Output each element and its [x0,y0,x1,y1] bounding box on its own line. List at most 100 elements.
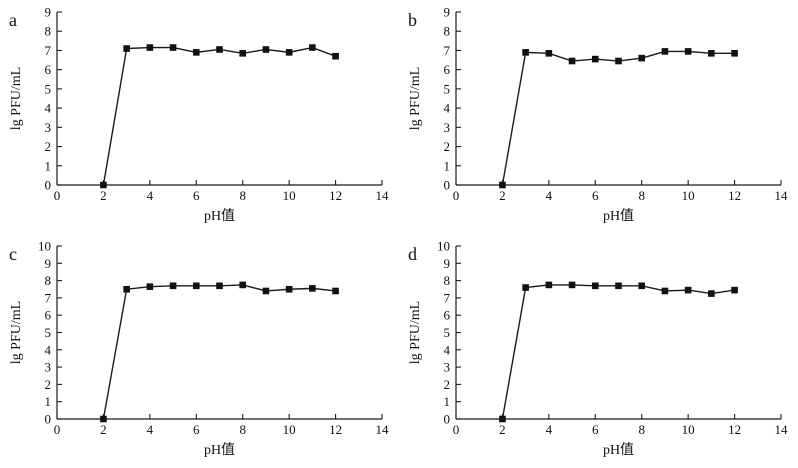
y-tick-label: 7 [444,43,451,58]
data-point [285,285,293,293]
y-tick-label: 7 [45,43,52,58]
y-tick-label: 0 [444,178,451,193]
data-point [100,415,107,423]
y-axis-label: lg PFU/mL [9,67,24,130]
x-tick-label: 0 [453,188,460,203]
panel-label: d [408,244,417,264]
x-tick-label: 6 [592,188,599,203]
data-point [262,46,270,53]
y-tick-label: 4 [45,342,52,357]
x-tick-label: 4 [147,422,154,437]
data-point [332,287,339,295]
x-tick-label: 8 [239,188,246,203]
y-tick-label: 9 [45,5,52,20]
x-axis-label: pH值 [204,442,235,458]
data-point [192,49,200,56]
plot-line [102,46,336,186]
y-tick-label: 2 [444,139,451,154]
y-tick-label: 8 [45,273,52,288]
y-tick-label: 7 [45,290,52,305]
data-point [216,46,223,53]
x-axis-label: pH值 [603,208,634,224]
y-tick-label: 5 [45,81,52,96]
x-tick-label: 14 [775,422,789,437]
data-point [568,281,576,289]
x-tick-label: 4 [147,188,154,203]
panel-label: c [9,244,17,264]
y-tick-label: 2 [45,139,52,154]
y-axis-label: lg PFU/mL [408,67,423,130]
data-point [522,284,529,291]
data-point [499,181,506,189]
data-point [216,282,223,290]
y-tick-label: 9 [45,256,52,271]
y-tick-label: 2 [45,377,52,392]
x-tick-label: 12 [329,188,342,203]
data-point [615,282,622,290]
y-tick-label: 2 [444,377,451,392]
data-point [499,415,506,423]
x-tick-label: 2 [499,422,506,437]
data-point [545,281,553,289]
data-point [123,285,130,293]
x-tick-label: 12 [728,422,741,437]
y-tick-label: 0 [444,412,451,427]
y-tick-label: 4 [45,101,52,116]
data-point [169,282,177,290]
data-point [731,50,738,57]
data-point [309,285,316,292]
data-point [239,50,247,57]
y-tick-label: 1 [45,394,52,409]
data-point [332,52,339,60]
y-tick-label: 0 [45,178,52,193]
y-tick-label: 6 [444,308,451,323]
y-tick-label: 6 [444,62,451,77]
y-tick-label: 8 [444,273,451,288]
y-tick-label: 4 [444,342,451,357]
data-point [731,286,738,294]
x-tick-label: 0 [54,422,61,437]
y-tick-label: 9 [444,256,451,271]
y-axis-label: lg PFU/mL [408,301,423,364]
data-point [192,282,200,290]
x-tick-label: 10 [283,422,296,437]
data-point [262,287,270,295]
x-tick-label: 10 [682,188,695,203]
y-tick-label: 8 [45,24,52,39]
y-tick-label: 1 [45,158,52,173]
x-tick-label: 4 [546,422,553,437]
x-tick-label: 0 [54,188,61,203]
x-tick-label: 2 [100,422,107,437]
y-tick-label: 3 [45,360,52,375]
chart-panel-c: c 0 2 4 6 8 10 12 14 0 1 2 3 4 5 6 7 8 9 10 pH值 lg PFU/mL [0,234,399,468]
data-point [100,181,107,189]
data-point [146,44,154,51]
y-tick-label: 3 [444,360,451,375]
data-point [615,57,622,65]
data-point [146,283,154,290]
data-point [661,48,669,55]
data-point [638,54,646,62]
data-point [684,286,692,294]
x-tick-label: 4 [546,188,553,203]
x-tick-label: 10 [283,188,296,203]
data-point [638,282,646,290]
y-tick-label: 4 [444,101,451,116]
x-tick-label: 12 [728,188,741,203]
y-tick-label: 3 [45,120,52,135]
data-point [708,50,715,57]
y-tick-label: 6 [45,62,52,77]
chart-panel-a: a 0 2 4 6 8 10 12 14 0 1 2 3 4 5 6 7 8 9 pH值 lg PFU/mL [0,0,399,234]
x-tick-label: 8 [239,422,246,437]
y-tick-label: 1 [444,158,451,173]
x-tick-label: 0 [453,422,460,437]
data-point [591,55,599,63]
x-tick-label: 14 [376,188,390,203]
x-axis-label: pH值 [603,442,634,458]
x-tick-label: 8 [638,422,645,437]
x-tick-label: 10 [682,422,695,437]
